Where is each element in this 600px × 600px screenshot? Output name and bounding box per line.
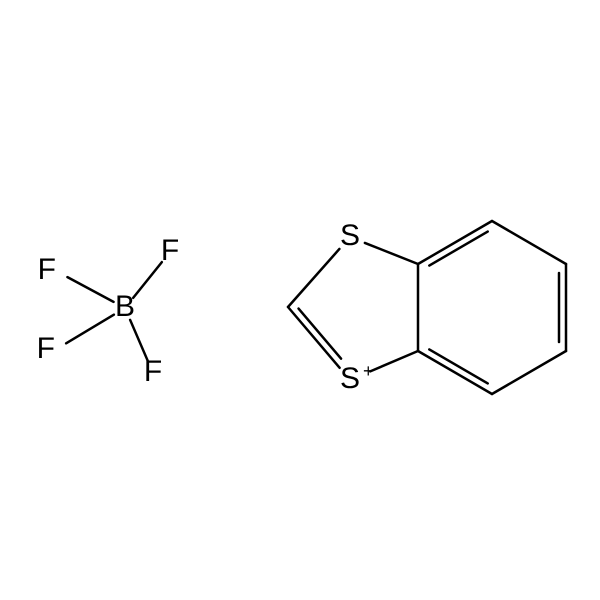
svg-text:B: B [115, 290, 135, 323]
svg-text:S: S [340, 362, 360, 395]
svg-text:S: S [340, 219, 360, 252]
svg-text:F: F [37, 332, 55, 365]
molecule-diagram: BFFFFSS+ [0, 0, 600, 600]
svg-text:F: F [144, 355, 162, 388]
svg-text:F: F [38, 253, 56, 286]
svg-text:F: F [161, 234, 179, 267]
